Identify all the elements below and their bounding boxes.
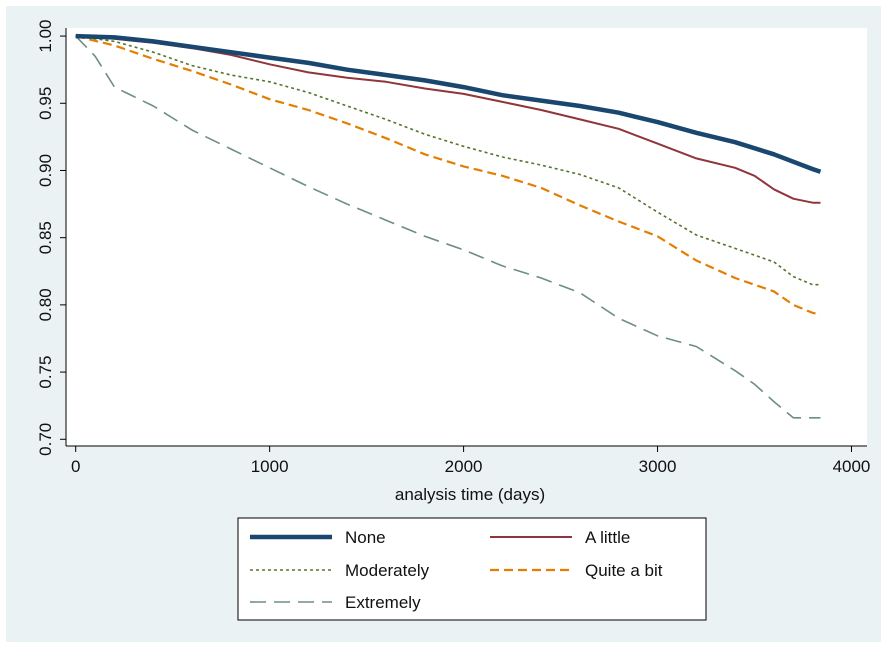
x-tick-label: 0 xyxy=(71,457,80,476)
x-axis-title: analysis time (days) xyxy=(395,485,545,504)
x-tick-label: 2000 xyxy=(445,457,483,476)
series-lines xyxy=(75,33,822,419)
y-tick-label: 0.75 xyxy=(36,356,55,389)
series-line-moderately xyxy=(75,35,821,286)
x-tick-label: 4000 xyxy=(833,457,871,476)
series-line-none xyxy=(75,33,822,174)
y-tick-label: 0.70 xyxy=(36,423,55,456)
ticks: 0 1000 2000 3000 4000 0.70 0.75 0.80 0.85 0.90 0.9… xyxy=(36,20,870,476)
plot-area xyxy=(66,28,867,446)
x-tick-label: 1000 xyxy=(251,457,289,476)
legend-label: Quite a bit xyxy=(585,561,663,580)
y-tick-label: 1.00 xyxy=(36,20,55,53)
series-line-extremely xyxy=(75,35,821,419)
axes xyxy=(65,28,867,447)
y-tick-label: 0.90 xyxy=(36,154,55,187)
series-line-quite-a-bit xyxy=(75,35,821,316)
y-tick-label: 0.95 xyxy=(36,87,55,120)
y-tick-label: 0.85 xyxy=(36,221,55,254)
legend: None A little Moderately Quite a bit Extreme… xyxy=(237,517,707,621)
y-tick-label: 0.80 xyxy=(36,288,55,321)
legend-label: None xyxy=(345,528,386,547)
legend-label: A little xyxy=(585,528,630,547)
legend-label: Extremely xyxy=(345,593,421,612)
legend-label: Moderately xyxy=(345,561,430,580)
x-tick-label: 3000 xyxy=(639,457,677,476)
